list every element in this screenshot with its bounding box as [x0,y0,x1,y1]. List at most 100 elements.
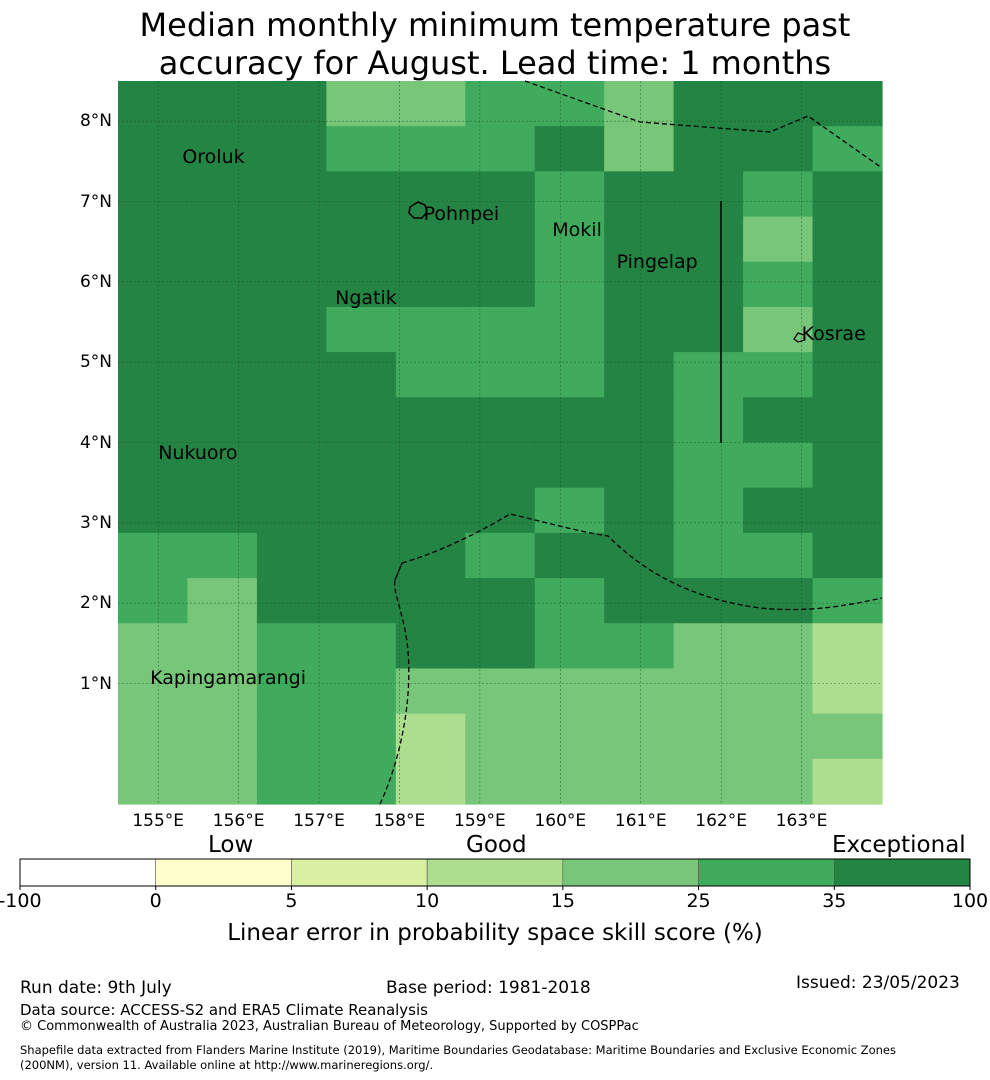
grid-cell [187,758,258,805]
colorbar-category-exceptional: Exceptional [832,832,966,858]
grid-cell [395,668,466,715]
grid-cell [604,668,675,715]
graticule [118,81,882,804]
grid-cell [326,306,397,353]
grid-cell [743,713,814,760]
shapefile-credit-line-2: (200NM), version 11. Available online at… [20,1058,434,1072]
grid-cell [395,397,466,444]
longitude-label: 163°E [775,811,828,831]
grid-cell [465,216,536,263]
longitude-label: 157°E [293,811,345,831]
grid-cell [118,126,189,172]
grid-cell [534,623,605,670]
grid-cell [534,126,605,172]
grid-cell [395,758,466,805]
grid-cell [673,126,744,172]
grid-cell [187,352,258,398]
grid-cell [604,352,675,398]
grid-cell [743,216,814,263]
grid-cell [604,487,675,534]
grid-cell [673,352,744,398]
grid-cell [326,397,397,444]
grid-cell [256,261,327,308]
grid-cell [465,171,536,218]
grid-cell [534,668,605,715]
longitude-label: 158°E [373,811,426,831]
grid-cell [256,352,327,398]
grid-cell [673,668,744,715]
grid-cell [395,126,466,172]
grid-cell [673,532,744,579]
colorbar-segment [155,858,292,887]
grid-cell [465,306,536,353]
grid-cell [673,578,744,624]
latitude-label: 8°N [79,111,112,132]
place-label: Kosrae [801,323,866,346]
grid-cell [395,623,466,670]
grid-cell [604,261,675,308]
grid-cell [187,306,258,353]
colorbar-tick-label: -100 [0,890,42,912]
grid-cell [604,623,675,670]
grid-cell [604,81,675,127]
grid-cell [187,216,258,263]
title-line-2: accuracy for August. Lead time: 1 months [158,44,832,82]
shapefile-credit-line-1: Shapefile data extracted from Flanders M… [20,1043,896,1057]
grid-cell [812,713,883,760]
grid-cell [465,713,536,760]
colorbar-tick-label: 100 [951,890,989,912]
grid-cell [118,668,189,715]
grid-cell [673,216,744,263]
place-label: Kapingamarangi [150,666,306,689]
grid-cell [743,442,814,489]
grid-cell [673,306,744,353]
longitude-label: 161°E [614,811,667,831]
grid-cell [534,578,605,624]
grid-cell [534,758,605,805]
grid-cell [256,578,327,624]
grid-cell [187,578,258,624]
grid-cell [604,758,675,805]
colorbar-category-good: Good [466,832,527,858]
grid-cell [604,578,675,624]
grid-cell [465,261,536,308]
grid-cell [118,171,189,218]
colorbar-tick-label: 5 [285,890,298,912]
grid-cell [395,81,466,127]
grid-cell [673,487,744,534]
grid-cell [604,171,675,218]
grid-cell [604,126,675,172]
eez-boundary-north [524,80,883,169]
grid-cell [118,713,189,760]
colorbar-outline [19,858,971,887]
grid-cell [812,216,883,263]
grid-cell [743,532,814,579]
place-label: Pingelap [616,250,698,273]
colorbar-tick-label: 0 [149,890,162,912]
title-line-1: Median monthly minimum temperature past [139,6,851,44]
grid-cell [604,442,675,489]
grid-cell [187,261,258,308]
grid-cell [326,668,397,715]
grid-cell [118,261,189,308]
grid-cell [395,713,466,760]
latitude-label: 5°N [79,352,112,373]
grid-cell [395,487,466,534]
grid-cell [326,532,397,579]
grid-cell [395,578,466,624]
grid-cell [743,623,814,670]
grid-cell [812,126,883,172]
grid-cell [812,487,883,534]
grid-cell [256,81,327,127]
colorbar-axis-label: Linear error in probability space skill … [227,920,763,946]
grid-cell [673,442,744,489]
grid-cell [118,306,189,353]
place-label: Oroluk [182,146,245,169]
grid-cell [395,261,466,308]
grid-cell [187,442,258,489]
grid-cell [812,397,883,444]
grid-cell [604,532,675,579]
run-date: Run date: 9th July [20,978,172,998]
colorbar-tick-label: 10 [415,890,440,912]
grid-cell [256,397,327,444]
